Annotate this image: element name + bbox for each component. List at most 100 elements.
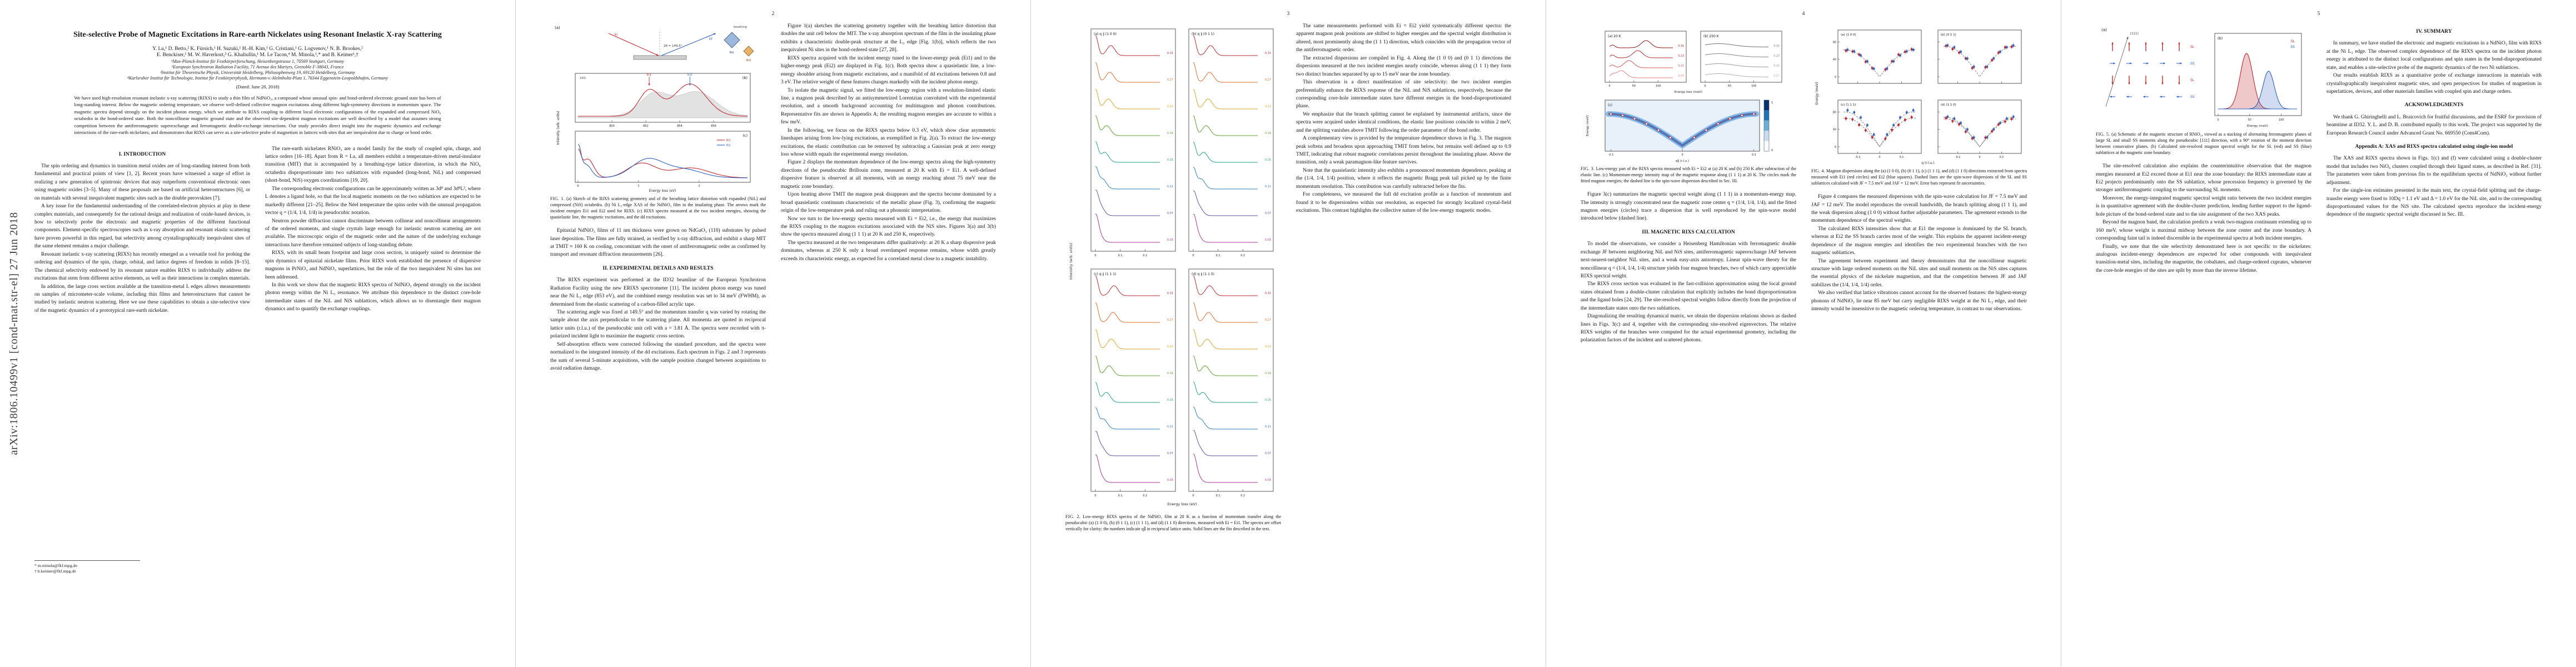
affiliation-4: ⁴Karlsruher Institut für Technologie, In… [127,75,388,81]
figure-2: (a) q ∥ (1 0 0) 0.31 0.27 0.23 0.19 0.15 0.11 0… [1065,22,1281,537]
page1-col-right: The rare-earth nickelates RNiO₃ are a mo… [265,145,481,574]
svg-text:Ei1: Ei1 [726,139,731,142]
svg-text:0.1: 0.1 [1216,254,1220,257]
paragraph: Figure 2 displays the momentum dependenc… [781,160,996,190]
svg-text:Energy loss (eV): Energy loss (eV) [649,189,676,193]
svg-text:0.15: 0.15 [1773,64,1780,68]
section-experimental: II. EXPERIMENTAL DETAILS AND RESULTS [602,265,714,271]
svg-text:0: 0 [1704,84,1706,88]
svg-text:852: 852 [643,125,649,128]
paragraph: Neutron powder diffraction cannot discri… [265,218,481,248]
svg-text:kf: kf [709,37,712,41]
svg-text:0.07: 0.07 [1265,452,1271,455]
svg-text:0.19: 0.19 [1265,372,1271,375]
paragraph: The XAS and RIXS spectra shown in Figs. … [2326,156,2542,186]
paragraph: The RIXS cross section was evaluated in … [1581,281,1796,311]
svg-text:40: 40 [1833,128,1836,132]
svg-text:0.11: 0.11 [1265,425,1271,429]
svg-text:-0.3: -0.3 [1608,153,1613,157]
svg-text:0: 0 [1771,149,1773,152]
paragraph: Figure 1(a) sketches the scattering geom… [781,23,996,53]
paragraph: Beyond the magnon band, the calculation … [2096,220,2311,242]
affiliation-2: ²European Synchrotron Radiation Facility… [171,64,344,69]
svg-text:0.03: 0.03 [1265,479,1271,482]
svg-text:0.1: 0.1 [1118,254,1123,257]
page5-col-left: (a) SL SS SL SS [111] (b) SL SS 0 50 100 Energy (meV… [2096,22,2311,648]
svg-text:0: 0 [1879,156,1880,159]
svg-text:1: 1 [637,185,639,188]
svg-text:0.15: 0.15 [1678,64,1684,68]
svg-text:0.07: 0.07 [1265,212,1271,215]
svg-text:SL: SL [2291,39,2295,43]
author-line-1: Y. Lu,¹ D. Betto,² K. Fürsich,¹ H. Suzuk… [152,46,363,52]
figure-5-caption: FIG. 5. (a) Schematic of the magnetic st… [2096,132,2311,156]
svg-text:q∥ (r.l.u.): q∥ (r.l.u.) [1676,159,1689,163]
svg-text:Energy loss (meV): Energy loss (meV) [1675,91,1702,94]
svg-text:0.03: 0.03 [1167,238,1173,242]
section-appendix-a: Appendix A: XAS and RIXS spectra calcula… [2355,144,2513,150]
svg-text:Intensity (arb. units): Intensity (arb. units) [1069,243,1073,280]
svg-text:0.3: 0.3 [1752,153,1756,157]
svg-text:-0.2: -0.2 [1855,156,1860,159]
page-3: 3 (a) q ∥ (1 0 0) 0.31 0.27 0.23 0.19 0.15 0.1… [1030,0,1546,667]
paragraph: The calculated RIXS intensities show tha… [1811,226,2027,256]
paragraph: The site-resolved calculation also expla… [2096,163,2311,193]
svg-text:0: 0 [577,185,579,188]
svg-text:0.31: 0.31 [1265,52,1271,55]
svg-text:50: 50 [2248,118,2251,122]
svg-text:0.23: 0.23 [1265,105,1271,108]
svg-text:0.07: 0.07 [1167,452,1173,455]
svg-text:0.27: 0.27 [1265,318,1271,322]
svg-text:0.11: 0.11 [1265,185,1271,188]
svg-text:0: 0 [1681,153,1683,157]
svg-text:0.07: 0.07 [1167,212,1173,215]
page-2: 2 (a) ki kf 2θ = 149.5° NiL NiS breathing Ei1 Ei… [515,0,1030,667]
svg-text:(a) 20 K: (a) 20 K [1608,34,1622,38]
svg-text:850: 850 [609,125,615,128]
svg-text:50: 50 [1728,84,1731,88]
svg-text:0.31: 0.31 [1773,44,1780,48]
page-4: 4 (a) 20 K 0.31 0.23 0.15 0.07 0 50 100 (b) 250 … [1546,0,2061,667]
svg-text:0.15: 0.15 [1265,399,1271,402]
paragraph: RIXS spectra acquired with the incident … [781,55,996,86]
paragraph: The same measurements performed with Ei … [1296,23,1511,53]
svg-text:0.2: 0.2 [1240,494,1245,497]
page2-col-right: Figure 1(a) sketches the scattering geom… [781,22,996,648]
paragraph: RIXS, with its small beam footprint and … [265,250,481,280]
svg-text:1: 1 [1771,101,1773,104]
paragraph: The agreement between experiment and the… [1811,258,2027,288]
paragraph: Finally, we note that the site selectivi… [2096,243,2311,273]
dated-line: (Dated: June 28, 2018) [236,83,280,89]
paragraph: Moreover, the energy-integrated magnetic… [2096,195,2311,217]
svg-text:0.27: 0.27 [1167,318,1173,322]
svg-text:0.2: 0.2 [2000,156,2004,159]
svg-text:Energy (meV): Energy (meV) [1586,115,1590,136]
figure-1-plot: (a) ki kf 2θ = 149.5° NiL NiS breathing Ei1 Ei2 8… [555,26,754,193]
svg-text:0.31: 0.31 [1167,52,1173,55]
svg-text:breathing: breathing [734,26,747,29]
section-introduction: I. INTRODUCTION [118,151,166,157]
section-summary: IV. SUMMARY [2416,29,2452,34]
svg-text:(b) (0 1 1): (b) (0 1 1) [1941,33,1956,37]
svg-text:100: 100 [1656,84,1661,88]
svg-text:SS: SS [2190,62,2195,66]
svg-text:0.11: 0.11 [1167,185,1173,188]
paper-header: Site-selective Probe of Magnetic Excitat… [34,30,481,136]
paragraph: This observation is a direct manifestati… [1296,79,1511,109]
author-line-2: E. Benckiser,¹ M. W. Haverkort,³ G. Khal… [156,52,359,58]
svg-text:(d) q ∥ (1 1 0): (d) q ∥ (1 1 0) [1192,272,1214,276]
page-number: 3 [1287,11,1290,17]
page5-col-right: IV. SUMMARY In summary, we have studied … [2326,22,2542,648]
svg-text:0.07: 0.07 [1678,74,1684,78]
svg-text:Ei1: Ei1 [647,73,652,77]
paragraph: In addition, the large cross section ava… [34,283,250,313]
paragraph: In the following, we focus on the RIXS s… [781,127,996,157]
svg-text:0.23: 0.23 [1265,345,1271,349]
figure-1: (a) ki kf 2θ = 149.5° NiL NiS breathing Ei1 Ei2 8… [550,22,766,226]
paragraph: To model the observations, we consider a… [1581,241,1796,279]
svg-text:(b) 250 K: (b) 250 K [1703,34,1720,38]
svg-text:0.07: 0.07 [1773,74,1780,78]
